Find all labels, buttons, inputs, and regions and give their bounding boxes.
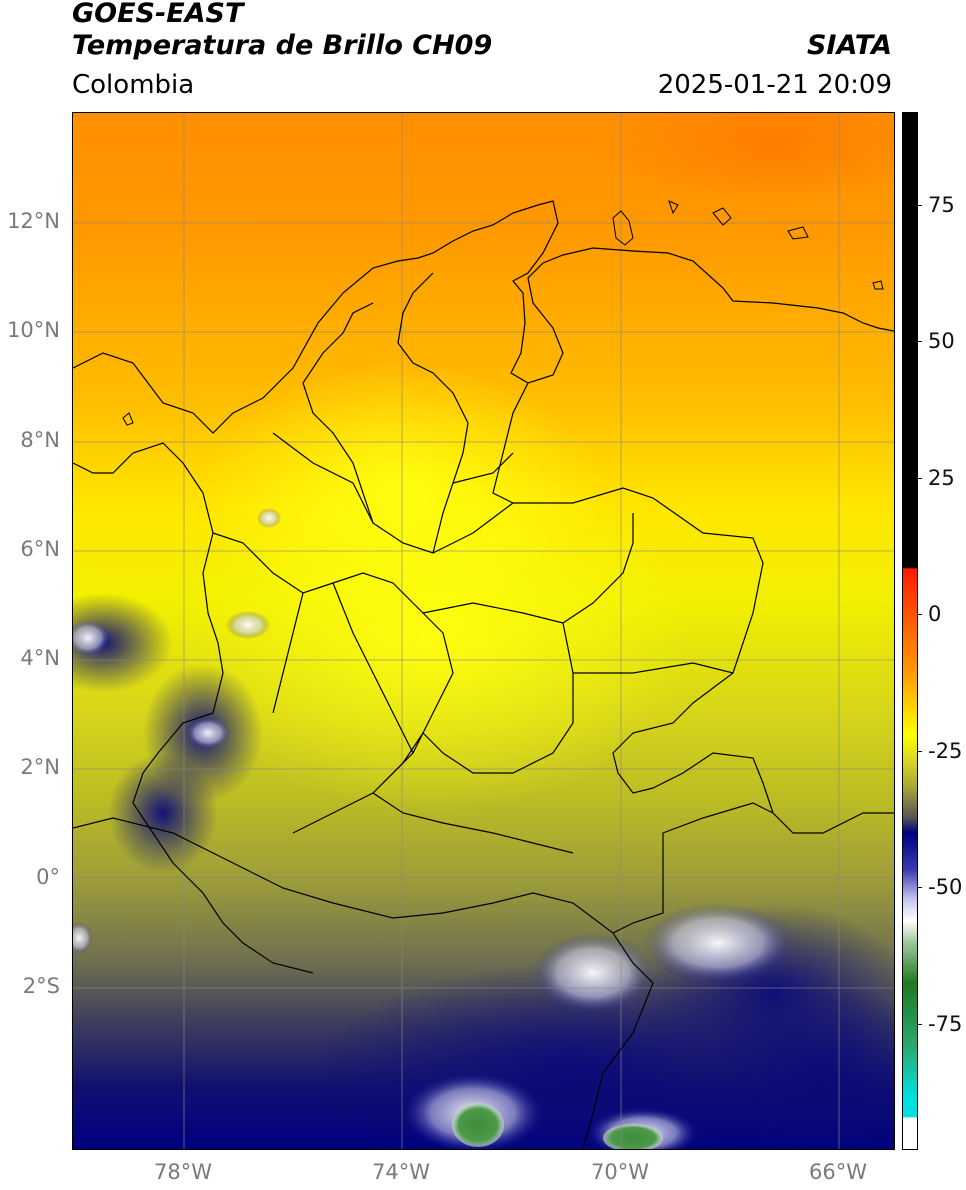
- lat-tick: 4°N: [20, 646, 60, 670]
- colorbar-tick-mark: [917, 1024, 922, 1025]
- convective-core: [643, 903, 793, 983]
- satellite-title: GOES-EAST: [72, 0, 244, 29]
- temperature-colorbar: [902, 112, 918, 1150]
- lat-tick: 6°N: [20, 537, 60, 561]
- colorbar-tick-mark: [917, 614, 922, 615]
- lat-tick: 10°N: [7, 318, 60, 342]
- colorbar-tick-label: -50: [928, 875, 963, 899]
- islands: [122, 200, 884, 426]
- product-title: Temperatura de Brillo CH09: [72, 30, 493, 61]
- organization-label: SIATA: [806, 30, 892, 61]
- convective-core: [186, 717, 230, 749]
- colorbar-tick-label: -75: [928, 1012, 963, 1036]
- lon-tick: 74°W: [372, 1160, 430, 1184]
- lat-tick: 8°N: [20, 428, 60, 452]
- colorbar-tick-mark: [917, 751, 922, 752]
- yellow-core-region: [203, 363, 603, 623]
- warm-region: [593, 113, 894, 203]
- convective-core: [257, 508, 281, 528]
- convective-core: [226, 611, 270, 639]
- colorbar-tick-label: 75: [928, 193, 955, 217]
- colorbar-tick-label: 0: [928, 602, 942, 626]
- colorbar-tick-label: -25: [928, 739, 963, 763]
- brightness-temperature-map: [72, 112, 895, 1150]
- convective-core: [533, 933, 653, 1013]
- lat-tick: 2°S: [22, 974, 60, 998]
- cold-cloud-cluster: [73, 593, 173, 693]
- convective-core: [73, 620, 110, 656]
- region-label: Colombia: [72, 70, 195, 100]
- cold-cloud-cluster: [108, 753, 218, 873]
- cold-cloud-cluster: [703, 983, 894, 1149]
- lat-tick: 0°: [36, 865, 60, 889]
- colorbar-gradient: [903, 113, 917, 1149]
- colorbar-tick-mark: [917, 887, 922, 888]
- colorbar-tick-mark: [917, 205, 922, 206]
- lat-tick: 2°N: [20, 755, 60, 779]
- lon-tick: 70°W: [591, 1160, 649, 1184]
- borders: [73, 200, 894, 1149]
- very-cold-cell: [603, 1124, 663, 1149]
- very-cold-cell: [452, 1103, 504, 1147]
- colorbar-tick-mark: [917, 341, 922, 342]
- colorbar-fill: [903, 113, 917, 1149]
- lon-tick: 66°W: [809, 1160, 867, 1184]
- convective-core: [73, 922, 93, 954]
- colorbar-tick-label: 25: [928, 466, 955, 490]
- datetime-label: 2025-01-21 20:09: [657, 70, 892, 100]
- colorbar-tick-label: 50: [928, 329, 955, 353]
- lon-tick: 78°W: [154, 1160, 212, 1184]
- lat-tick: 12°N: [7, 209, 60, 233]
- map-canvas: [73, 113, 894, 1149]
- colorbar-tick-mark: [917, 478, 922, 479]
